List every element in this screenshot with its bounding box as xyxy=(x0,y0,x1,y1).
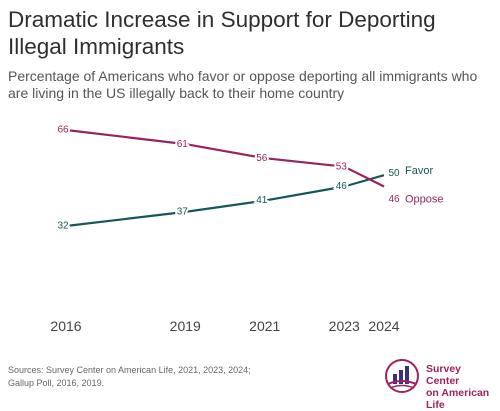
x-tick-label-2016: 2016 xyxy=(50,318,81,334)
data-label-favor-2023: 46 xyxy=(336,181,348,192)
data-label-favor-2016: 32 xyxy=(57,221,69,232)
series-line-oppose xyxy=(65,128,385,188)
logo-text: Survey Center on American Life xyxy=(426,363,496,411)
chart-subtitle: Percentage of Americans who favor or opp… xyxy=(8,68,478,101)
x-tick-label-2023: 2023 xyxy=(329,318,360,334)
series-label-oppose: Oppose xyxy=(405,193,444,205)
series-label-favor: Favor xyxy=(405,165,433,177)
data-label-favor-2024: 50 xyxy=(388,168,400,179)
data-label-oppose-2019: 61 xyxy=(177,139,189,150)
data-label-oppose-2016: 66 xyxy=(57,125,69,136)
data-label-favor-2019: 37 xyxy=(177,207,189,218)
logo-line-1: Survey Center xyxy=(426,363,462,387)
x-tick-label-2019: 2019 xyxy=(170,318,201,334)
logo-line-2: on American Life xyxy=(426,387,490,411)
survey-center-logo: Survey Center on American Life xyxy=(384,358,496,411)
data-label-oppose-2023: 53 xyxy=(336,161,348,172)
x-tick-label-2021: 2021 xyxy=(249,318,280,334)
chart-title: Dramatic Increase in Support for Deporti… xyxy=(8,7,436,59)
data-label-oppose-2024: 46 xyxy=(388,194,400,205)
sources-line-1: Sources: Survey Center on American Life,… xyxy=(8,365,251,375)
data-label-favor-2021: 41 xyxy=(256,195,268,206)
sources-note: Sources: Survey Center on American Life,… xyxy=(8,364,288,390)
sources-line-2: Gallup Poll, 2016, 2019. xyxy=(8,378,105,388)
line-chart: 32 37 41 46 50 Favor 66 61 56 53 46 Oppose 2016 2019… xyxy=(50,123,444,334)
bar-chart-globe-icon xyxy=(385,359,419,393)
series-line-favor xyxy=(65,174,385,228)
x-tick-label-2024: 2024 xyxy=(368,318,399,334)
data-label-oppose-2021: 56 xyxy=(256,153,268,164)
